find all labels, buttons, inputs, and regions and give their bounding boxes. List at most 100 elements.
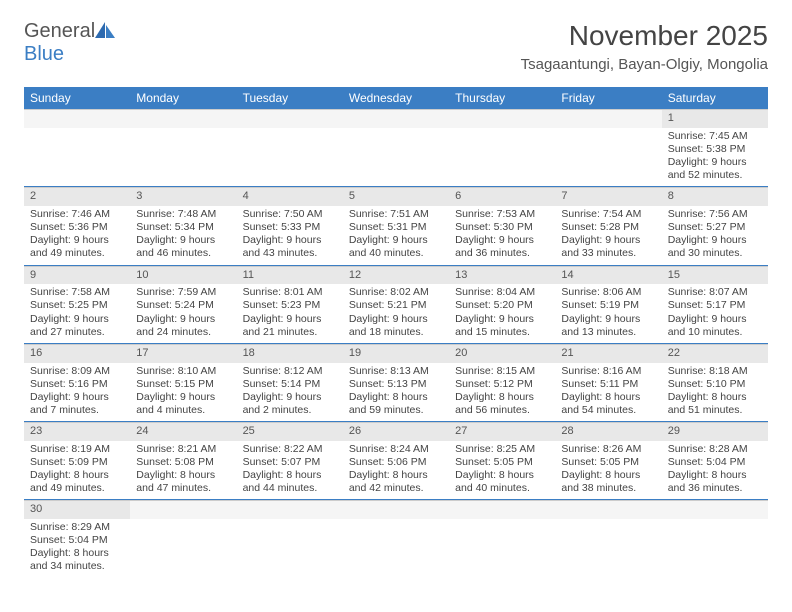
sail-icon (93, 20, 117, 40)
calendar-cell (449, 109, 555, 186)
sunset-text: Sunset: 5:36 PM (30, 221, 124, 234)
sunrise-text: Sunrise: 8:19 AM (30, 443, 124, 456)
cell-day-number: 3 (130, 187, 236, 206)
calendar-cell: 20Sunrise: 8:15 AMSunset: 5:12 PMDayligh… (449, 344, 555, 421)
daylight-text: Daylight: 9 hours and 18 minutes. (349, 313, 443, 339)
sunrise-text: Sunrise: 8:29 AM (30, 521, 124, 534)
sunset-text: Sunset: 5:08 PM (136, 456, 230, 469)
cell-body (237, 519, 343, 569)
calendar-cell (555, 109, 661, 186)
daylight-text: Daylight: 8 hours and 49 minutes. (30, 469, 124, 495)
sunrise-text: Sunrise: 8:25 AM (455, 443, 549, 456)
calendar-cell: 22Sunrise: 8:18 AMSunset: 5:10 PMDayligh… (662, 344, 768, 421)
sunrise-text: Sunrise: 8:06 AM (561, 286, 655, 299)
day-header: Thursday (449, 87, 555, 109)
calendar-weeks: 1Sunrise: 7:45 AMSunset: 5:38 PMDaylight… (24, 109, 768, 578)
calendar-cell (555, 500, 661, 577)
calendar-cell: 2Sunrise: 7:46 AMSunset: 5:36 PMDaylight… (24, 187, 130, 264)
cell-body: Sunrise: 8:09 AMSunset: 5:16 PMDaylight:… (24, 363, 130, 422)
cell-body: Sunrise: 8:22 AMSunset: 5:07 PMDaylight:… (237, 441, 343, 500)
calendar-cell: 21Sunrise: 8:16 AMSunset: 5:11 PMDayligh… (555, 344, 661, 421)
daylight-text: Daylight: 9 hours and 15 minutes. (455, 313, 549, 339)
cell-day-number: 12 (343, 266, 449, 285)
sunrise-text: Sunrise: 8:02 AM (349, 286, 443, 299)
calendar-cell: 28Sunrise: 8:26 AMSunset: 5:05 PMDayligh… (555, 422, 661, 499)
cell-day-number: 26 (343, 422, 449, 441)
sunset-text: Sunset: 5:11 PM (561, 378, 655, 391)
sunset-text: Sunset: 5:28 PM (561, 221, 655, 234)
sunset-text: Sunset: 5:09 PM (30, 456, 124, 469)
sunrise-text: Sunrise: 8:16 AM (561, 365, 655, 378)
sunrise-text: Sunrise: 8:07 AM (668, 286, 762, 299)
calendar-cell: 10Sunrise: 7:59 AMSunset: 5:24 PMDayligh… (130, 266, 236, 343)
sunrise-text: Sunrise: 7:53 AM (455, 208, 549, 221)
daylight-text: Daylight: 9 hours and 40 minutes. (349, 234, 443, 260)
calendar-cell (24, 109, 130, 186)
cell-day-number (555, 109, 661, 128)
cell-body: Sunrise: 8:18 AMSunset: 5:10 PMDaylight:… (662, 363, 768, 422)
calendar-week: 2Sunrise: 7:46 AMSunset: 5:36 PMDaylight… (24, 187, 768, 265)
calendar-cell: 27Sunrise: 8:25 AMSunset: 5:05 PMDayligh… (449, 422, 555, 499)
sunrise-text: Sunrise: 8:15 AM (455, 365, 549, 378)
sunset-text: Sunset: 5:27 PM (668, 221, 762, 234)
sunrise-text: Sunrise: 7:50 AM (243, 208, 337, 221)
cell-body: Sunrise: 7:45 AMSunset: 5:38 PMDaylight:… (662, 128, 768, 187)
cell-body: Sunrise: 8:04 AMSunset: 5:20 PMDaylight:… (449, 284, 555, 343)
sunrise-text: Sunrise: 8:10 AM (136, 365, 230, 378)
cell-body: Sunrise: 7:56 AMSunset: 5:27 PMDaylight:… (662, 206, 768, 265)
calendar-cell: 11Sunrise: 8:01 AMSunset: 5:23 PMDayligh… (237, 266, 343, 343)
cell-body: Sunrise: 7:48 AMSunset: 5:34 PMDaylight:… (130, 206, 236, 265)
sunset-text: Sunset: 5:38 PM (668, 143, 762, 156)
daylight-text: Daylight: 8 hours and 34 minutes. (30, 547, 124, 573)
day-header: Wednesday (343, 87, 449, 109)
sunset-text: Sunset: 5:30 PM (455, 221, 549, 234)
daylight-text: Daylight: 8 hours and 51 minutes. (668, 391, 762, 417)
cell-body: Sunrise: 8:15 AMSunset: 5:12 PMDaylight:… (449, 363, 555, 422)
calendar-cell: 3Sunrise: 7:48 AMSunset: 5:34 PMDaylight… (130, 187, 236, 264)
cell-body: Sunrise: 7:59 AMSunset: 5:24 PMDaylight:… (130, 284, 236, 343)
page-header: GeneralBlue November 2025 Tsagaantungi, … (24, 20, 768, 73)
cell-day-number (237, 109, 343, 128)
daylight-text: Daylight: 8 hours and 56 minutes. (455, 391, 549, 417)
sunrise-text: Sunrise: 8:28 AM (668, 443, 762, 456)
cell-body: Sunrise: 8:25 AMSunset: 5:05 PMDaylight:… (449, 441, 555, 500)
daylight-text: Daylight: 8 hours and 42 minutes. (349, 469, 443, 495)
sunset-text: Sunset: 5:10 PM (668, 378, 762, 391)
cell-body: Sunrise: 7:54 AMSunset: 5:28 PMDaylight:… (555, 206, 661, 265)
daylight-text: Daylight: 9 hours and 21 minutes. (243, 313, 337, 339)
cell-body (449, 519, 555, 569)
cell-day-number: 25 (237, 422, 343, 441)
calendar-cell: 29Sunrise: 8:28 AMSunset: 5:04 PMDayligh… (662, 422, 768, 499)
calendar-cell: 14Sunrise: 8:06 AMSunset: 5:19 PMDayligh… (555, 266, 661, 343)
calendar-cell: 19Sunrise: 8:13 AMSunset: 5:13 PMDayligh… (343, 344, 449, 421)
calendar-cell (130, 109, 236, 186)
daylight-text: Daylight: 9 hours and 36 minutes. (455, 234, 549, 260)
location: Tsagaantungi, Bayan-Olgiy, Mongolia (521, 56, 768, 73)
daylight-text: Daylight: 9 hours and 33 minutes. (561, 234, 655, 260)
cell-body (555, 519, 661, 569)
cell-body: Sunrise: 8:13 AMSunset: 5:13 PMDaylight:… (343, 363, 449, 422)
cell-body: Sunrise: 8:10 AMSunset: 5:15 PMDaylight:… (130, 363, 236, 422)
daylight-text: Daylight: 9 hours and 30 minutes. (668, 234, 762, 260)
daylight-text: Daylight: 8 hours and 36 minutes. (668, 469, 762, 495)
daylight-text: Daylight: 8 hours and 59 minutes. (349, 391, 443, 417)
cell-body: Sunrise: 8:19 AMSunset: 5:09 PMDaylight:… (24, 441, 130, 500)
sunrise-text: Sunrise: 8:09 AM (30, 365, 124, 378)
sunset-text: Sunset: 5:12 PM (455, 378, 549, 391)
daylight-text: Daylight: 9 hours and 2 minutes. (243, 391, 337, 417)
calendar-cell: 1Sunrise: 7:45 AMSunset: 5:38 PMDaylight… (662, 109, 768, 186)
cell-body (24, 128, 130, 178)
cell-day-number: 5 (343, 187, 449, 206)
cell-body: Sunrise: 7:53 AMSunset: 5:30 PMDaylight:… (449, 206, 555, 265)
cell-body: Sunrise: 7:50 AMSunset: 5:33 PMDaylight:… (237, 206, 343, 265)
sunset-text: Sunset: 5:07 PM (243, 456, 337, 469)
cell-body: Sunrise: 8:12 AMSunset: 5:14 PMDaylight:… (237, 363, 343, 422)
daylight-text: Daylight: 8 hours and 47 minutes. (136, 469, 230, 495)
cell-day-number (237, 500, 343, 519)
calendar-cell: 15Sunrise: 8:07 AMSunset: 5:17 PMDayligh… (662, 266, 768, 343)
cell-body: Sunrise: 8:02 AMSunset: 5:21 PMDaylight:… (343, 284, 449, 343)
daylight-text: Daylight: 9 hours and 46 minutes. (136, 234, 230, 260)
sunset-text: Sunset: 5:16 PM (30, 378, 124, 391)
cell-body: Sunrise: 8:07 AMSunset: 5:17 PMDaylight:… (662, 284, 768, 343)
cell-day-number: 15 (662, 266, 768, 285)
